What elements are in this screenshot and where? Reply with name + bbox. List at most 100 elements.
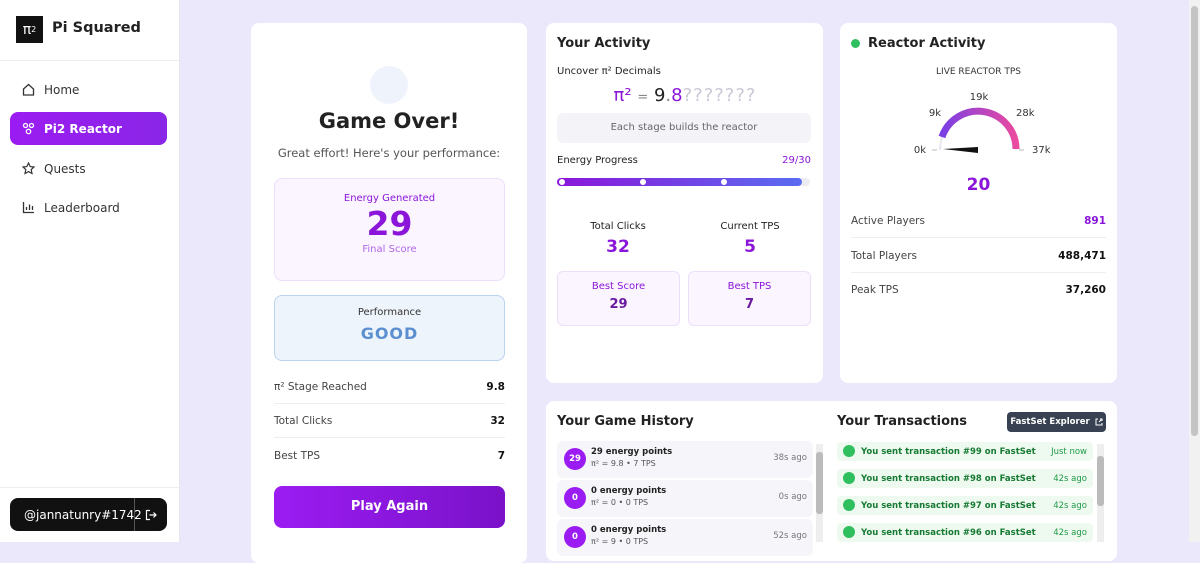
nav-item[interactable]: Leaderboard bbox=[10, 191, 167, 224]
history-item: 0 0 energy points π² = 9 • 0 TPS 52s ago bbox=[557, 519, 813, 556]
best-box: Best TPS 7 bbox=[688, 271, 811, 326]
gauge-arc bbox=[938, 107, 1020, 150]
stat-row: Active Players 891 bbox=[851, 204, 1106, 238]
nav-item[interactable]: Quests bbox=[10, 152, 167, 185]
item-detail: π² = 9.8 • 7 TPS bbox=[591, 459, 656, 468]
brand: Pi Squared bbox=[52, 20, 141, 36]
separator: / bbox=[794, 155, 799, 166]
button-label: FastSet Explorer bbox=[1010, 417, 1090, 427]
nav-item[interactable]: Pi2 Reactor bbox=[10, 112, 167, 145]
divider bbox=[0, 487, 179, 488]
logout-button[interactable] bbox=[134, 498, 167, 531]
icon bbox=[145, 509, 157, 520]
stat-row: Total Clicks 32 bbox=[274, 404, 505, 438]
bolt-icon bbox=[843, 472, 855, 484]
value: 32 bbox=[606, 237, 630, 257]
gauge-value: 20 bbox=[966, 175, 991, 195]
performance-box: Performance GOOD bbox=[274, 295, 505, 361]
progress-track bbox=[557, 178, 810, 186]
transaction-item: You sent transaction #97 on FastSet 42s … bbox=[837, 496, 1093, 515]
explorer-button[interactable]: FastSet Explorer bbox=[1007, 412, 1106, 432]
badge: 0 bbox=[564, 526, 586, 548]
logo-exp: 2 bbox=[31, 25, 37, 34]
card-title: Your Game History bbox=[557, 414, 694, 429]
transaction-text: You sent transaction #97 on FastSet bbox=[861, 500, 1036, 511]
progress-fill bbox=[557, 178, 802, 186]
history-item: 0 0 energy points π² = 0 • 0 TPS 0s ago bbox=[557, 480, 813, 517]
label: Best Score bbox=[591, 281, 646, 292]
gauge-tick-label: 37k bbox=[1032, 145, 1051, 156]
divider bbox=[0, 60, 179, 61]
value: 29 bbox=[609, 297, 628, 312]
rating: GOOD bbox=[360, 324, 419, 343]
gauge-tick-label: 28k bbox=[1016, 108, 1035, 119]
transaction-text: You sent transaction #96 on FastSet bbox=[861, 527, 1036, 538]
label: Energy Progress bbox=[557, 155, 638, 166]
card-title: Your Activity bbox=[557, 36, 651, 51]
formula: π² = 9.8??????? bbox=[557, 85, 813, 106]
scrollbar bbox=[1189, 0, 1200, 542]
icon bbox=[22, 122, 35, 135]
label: Uncover π² Decimals bbox=[557, 66, 661, 77]
activity-card bbox=[546, 23, 823, 383]
bolt-icon bbox=[843, 499, 855, 511]
stat-row: π² Stage Reached 9.8 bbox=[274, 370, 505, 404]
bolt-icon bbox=[843, 445, 855, 457]
transaction-item: You sent transaction #96 on FastSet 42s … bbox=[837, 523, 1093, 542]
play-again-button[interactable]: Play Again bbox=[274, 486, 505, 528]
milestone bbox=[640, 179, 646, 185]
label: Current TPS bbox=[720, 221, 780, 232]
badge: 0 bbox=[564, 487, 586, 509]
value: 7 bbox=[497, 450, 505, 462]
label: Peak TPS bbox=[851, 284, 899, 296]
stat-row: Best TPS 7 bbox=[274, 439, 505, 473]
milestone bbox=[559, 179, 565, 185]
card-title: Your Transactions bbox=[837, 414, 968, 429]
reactor-card bbox=[840, 23, 1117, 383]
gauge-tick-label: 0k bbox=[914, 145, 926, 156]
label: Total Clicks bbox=[274, 414, 333, 427]
icon bbox=[22, 162, 35, 175]
dot: . bbox=[665, 85, 672, 106]
energy-box: Energy Generated 29 Final Score bbox=[274, 178, 505, 281]
transaction-text: You sent transaction #98 on FastSet bbox=[861, 473, 1036, 484]
transaction-item: You sent transaction #98 on FastSet 42s … bbox=[837, 469, 1093, 488]
nav-label: Pi2 Reactor bbox=[44, 121, 122, 136]
scroll-thumb[interactable] bbox=[1191, 6, 1198, 436]
stat-row: Peak TPS 37,260 bbox=[851, 273, 1106, 307]
logo-symbol: π bbox=[22, 21, 32, 38]
nav-label: Home bbox=[44, 82, 80, 97]
nav-item[interactable]: Home bbox=[10, 73, 167, 106]
best-box: Best Score 29 bbox=[557, 271, 680, 326]
label: Total Players bbox=[851, 249, 918, 262]
equals: = bbox=[637, 90, 649, 105]
item-time: 38s ago bbox=[773, 453, 807, 463]
caption: Final Score bbox=[362, 244, 417, 255]
scroll-thumb[interactable] bbox=[816, 452, 823, 514]
faded-icon bbox=[370, 66, 408, 104]
icon bbox=[1095, 418, 1103, 426]
nav-label: Quests bbox=[44, 161, 86, 176]
needle bbox=[943, 147, 978, 153]
value: 32 bbox=[490, 414, 505, 427]
score: 29 bbox=[366, 204, 413, 243]
item-time: 52s ago bbox=[773, 531, 807, 541]
item-time: 0s ago bbox=[778, 492, 807, 502]
item-title: 0 energy points bbox=[591, 486, 667, 496]
icon bbox=[22, 202, 34, 214]
label: Best TPS bbox=[727, 281, 772, 292]
scroll-thumb[interactable] bbox=[1097, 456, 1104, 506]
icon bbox=[22, 83, 35, 96]
label: Total Clicks bbox=[590, 221, 646, 232]
label: Best TPS bbox=[274, 450, 320, 462]
user-pill: @jannatunry#1742 bbox=[10, 498, 167, 531]
value: 5 bbox=[744, 237, 756, 257]
title: Game Over! bbox=[318, 109, 460, 133]
value: 29 bbox=[782, 155, 795, 166]
subtitle: Great effort! Here's your performance: bbox=[277, 146, 501, 160]
gauge-tick-label: 19k bbox=[970, 92, 989, 103]
live-dot bbox=[851, 39, 860, 48]
